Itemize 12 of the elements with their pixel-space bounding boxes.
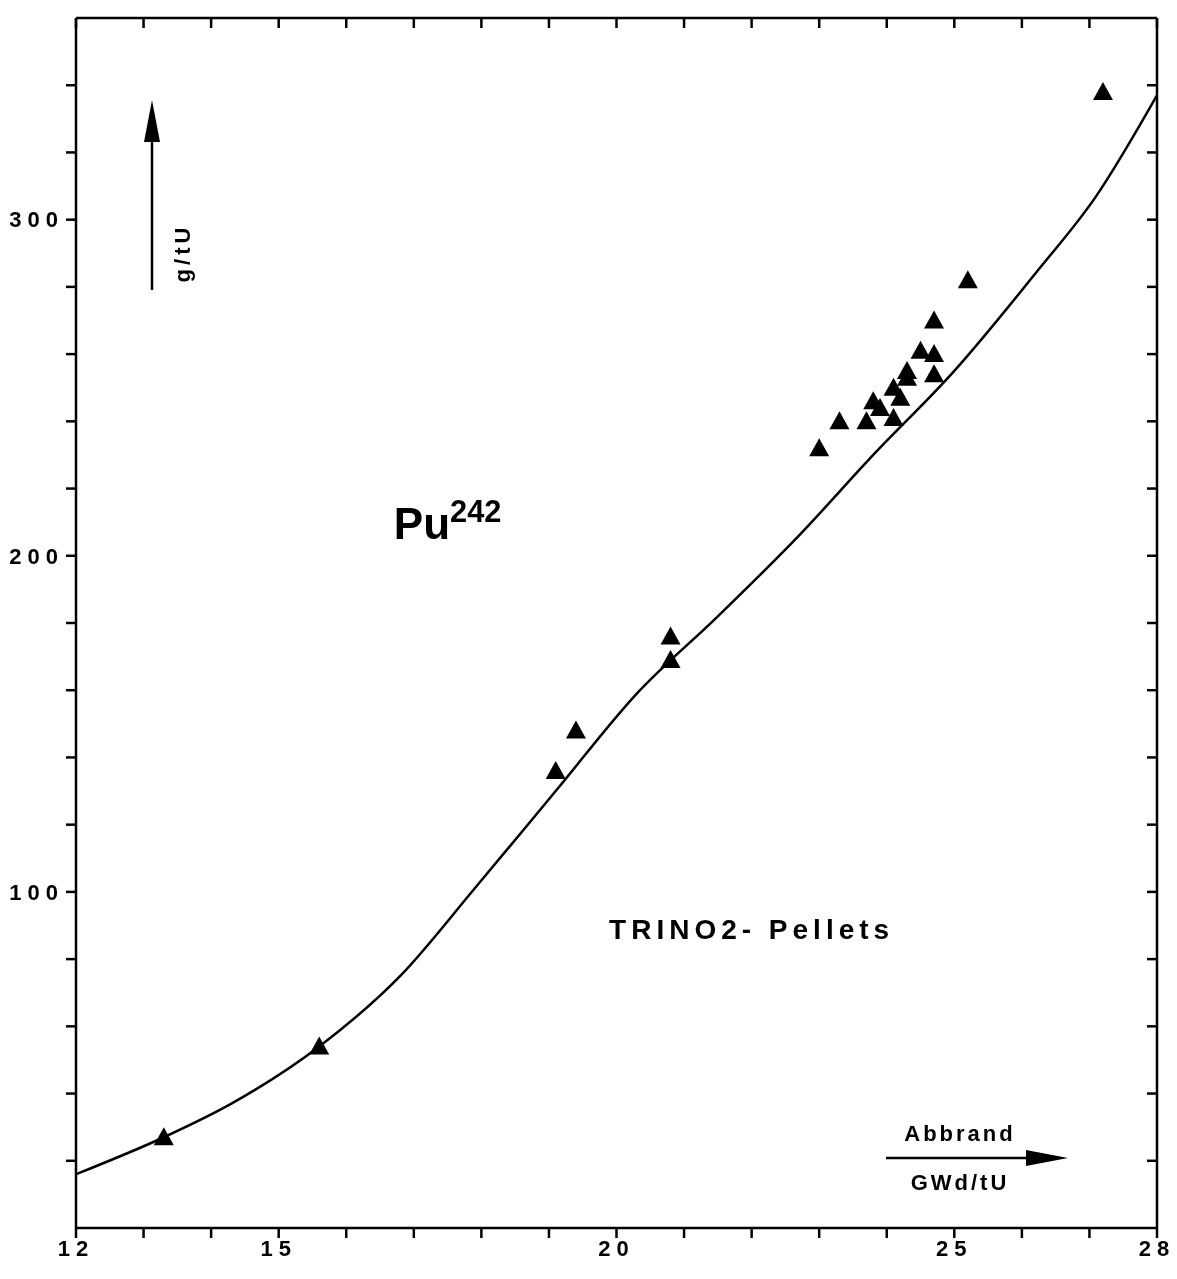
- y-tick-label: 100: [9, 879, 64, 905]
- y-tick-label: 200: [9, 543, 64, 569]
- annotation: Pu$^{242}$: [393, 493, 502, 548]
- x-tick-label: 28: [1138, 1235, 1176, 1261]
- x-tick-label: 25: [936, 1235, 973, 1261]
- x-tick-label: 15: [260, 1235, 297, 1261]
- y-axis-title: g/tU: [170, 223, 195, 283]
- annotation: TRINO2- Pellets: [609, 913, 895, 945]
- x-tick-label: 20: [598, 1235, 635, 1261]
- x-tick-label: 12: [57, 1235, 95, 1261]
- x-axis-title: Abbrand GWd/tU: [904, 1121, 1016, 1195]
- y-tick-label: 300: [9, 207, 64, 233]
